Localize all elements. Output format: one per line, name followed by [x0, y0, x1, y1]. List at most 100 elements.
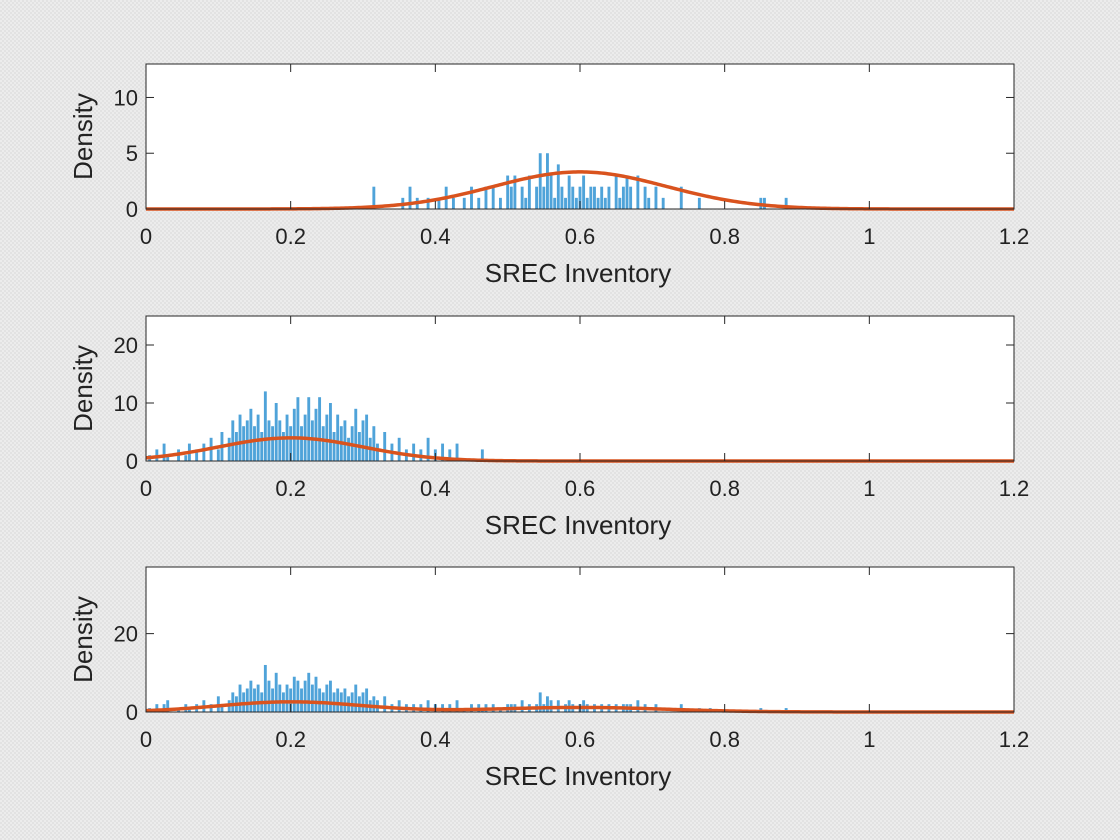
histogram-bar	[321, 426, 325, 461]
histogram-bar	[564, 197, 567, 209]
histogram-bar	[593, 186, 596, 209]
histogram-bar	[372, 426, 376, 461]
x-tick-label: 0.2	[275, 476, 306, 501]
x-tick-label: 1.2	[999, 476, 1030, 501]
histogram-bar	[332, 432, 336, 461]
histogram-bar	[697, 197, 701, 209]
histogram-bar	[636, 175, 640, 209]
histogram-bar	[603, 197, 607, 209]
x-tick-label: 1	[863, 224, 875, 249]
y-axis-label: Density	[68, 345, 98, 432]
y-tick-label: 10	[114, 85, 138, 110]
histogram-bar	[589, 186, 593, 209]
histogram-bar	[231, 692, 235, 712]
histogram-bar	[412, 443, 416, 461]
x-tick-label: 0.6	[565, 727, 596, 752]
histogram-bar	[520, 700, 524, 712]
histogram-bar	[654, 186, 658, 209]
histogram-bar	[448, 449, 452, 461]
x-tick-label: 1.2	[999, 727, 1030, 752]
histogram-bar	[372, 186, 376, 209]
histogram-bar	[437, 197, 441, 209]
histogram-bar	[249, 408, 253, 461]
histogram-bar	[249, 680, 253, 712]
histogram-bar	[361, 420, 365, 461]
histogram-bar	[607, 186, 611, 209]
x-tick-label: 0.4	[420, 727, 451, 752]
x-tick-label: 0.4	[420, 476, 451, 501]
histogram-bar	[538, 153, 542, 209]
histogram-bar	[354, 408, 358, 461]
histogram-bar	[383, 432, 387, 461]
histogram-bar	[278, 420, 282, 461]
histogram-bar	[596, 197, 600, 209]
x-tick-label: 0.2	[275, 224, 306, 249]
histogram-bar	[455, 443, 459, 461]
histogram-bar	[513, 175, 517, 209]
histogram-bar	[618, 197, 622, 209]
histogram-bar	[629, 186, 633, 209]
histogram-bar	[314, 676, 318, 712]
histogram-bar	[325, 414, 329, 461]
histogram-bar	[281, 432, 285, 461]
histogram-bar	[441, 443, 445, 461]
histogram-bar	[166, 455, 170, 461]
histogram-bar	[556, 164, 560, 209]
histogram-bar	[238, 414, 242, 461]
histogram-bar	[347, 437, 350, 461]
histogram-bar	[278, 684, 282, 712]
histogram-bar	[506, 175, 510, 209]
histogram-bar	[560, 186, 564, 209]
histogram-bar	[350, 692, 354, 712]
x-tick-label: 0.8	[709, 476, 740, 501]
histogram-bar	[245, 688, 249, 712]
histogram-bar	[480, 449, 484, 461]
histogram-bar	[383, 696, 387, 712]
y-tick-label: 0	[126, 197, 138, 222]
histogram-bar	[343, 688, 347, 712]
histogram-bar	[477, 197, 481, 209]
x-axis-label: SREC Inventory	[485, 510, 671, 540]
histogram-bar	[647, 197, 651, 209]
histogram-bar	[318, 397, 322, 461]
x-tick-label: 1.2	[999, 224, 1030, 249]
histogram-bar	[289, 426, 293, 461]
histogram-bar	[784, 197, 788, 209]
x-tick-label: 0	[140, 727, 152, 752]
histogram-bar	[187, 708, 191, 712]
histogram-bar	[491, 186, 495, 209]
histogram-bar	[621, 186, 625, 209]
histogram-bar	[470, 186, 473, 209]
histogram-bar	[263, 391, 267, 461]
histogram-bar	[336, 688, 340, 712]
histogram-bar	[296, 680, 300, 712]
histogram-bar	[661, 197, 665, 209]
histogram-bar	[307, 672, 311, 712]
x-tick-label: 0.6	[565, 476, 596, 501]
histogram-bar	[184, 455, 188, 461]
plot-area	[146, 64, 1014, 209]
histogram-bar	[372, 696, 376, 712]
histogram-bar	[538, 692, 542, 712]
histogram-bar	[296, 397, 300, 461]
histogram-bar	[571, 186, 575, 209]
histogram-bar	[462, 197, 466, 209]
x-tick-label: 0	[140, 476, 152, 501]
x-tick-label: 0.2	[275, 727, 306, 752]
histogram-bar	[625, 175, 629, 209]
y-axis-label: Density	[68, 93, 98, 180]
histogram-bar	[303, 680, 307, 712]
histogram-bar	[329, 403, 332, 461]
histogram-bar	[231, 420, 235, 461]
histogram-bar	[365, 414, 369, 461]
histogram-bar	[195, 449, 199, 461]
histogram-bar	[679, 186, 683, 209]
histogram-bar	[267, 680, 271, 712]
histogram-bar	[365, 688, 369, 712]
histogram-bar	[578, 186, 582, 209]
histogram-bar	[455, 700, 459, 712]
histogram-bar	[220, 704, 224, 712]
chart-panel-1: 0 0.2 0.4 0.6 0.8 1 1.2 0 5 10 SREC Inventory Densi…	[68, 63, 1030, 288]
histogram-bar	[524, 197, 528, 209]
histogram-bar	[498, 197, 502, 209]
